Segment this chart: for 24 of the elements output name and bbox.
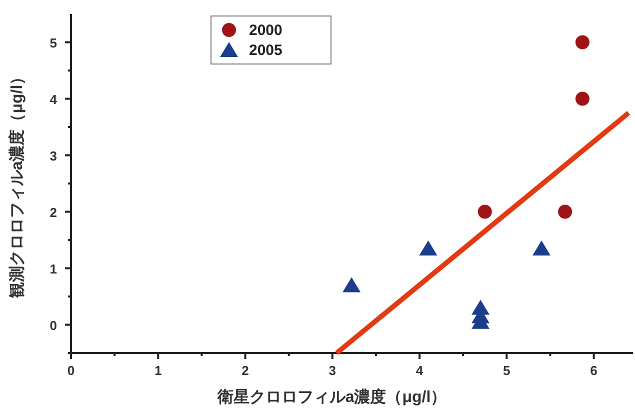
- point: [575, 35, 590, 50]
- y-tick-label: 2: [50, 204, 57, 220]
- point: [478, 204, 492, 219]
- y-tick-label: 1: [50, 261, 57, 276]
- point: [342, 277, 361, 292]
- y-tick-label: 4: [50, 92, 58, 107]
- y-axis-title: 観測クロロフィルa濃度（μg/l）: [7, 68, 26, 300]
- x-tick-label: 4: [416, 363, 424, 378]
- x-tick-label: 5: [503, 363, 510, 378]
- point: [532, 240, 551, 256]
- x-tick-label: 2: [242, 363, 249, 378]
- point: [558, 204, 572, 219]
- x-tick-label: 1: [154, 363, 162, 378]
- x-tick-label: 0: [67, 363, 75, 378]
- legend-label: 2005: [249, 42, 282, 59]
- y-tick-label: 0: [50, 318, 57, 333]
- x-tick-label: 3: [328, 363, 336, 378]
- y-tick-label: 5: [50, 35, 57, 50]
- point: [419, 240, 438, 256]
- x-tick-label: 6: [590, 363, 598, 378]
- legend-label: 2000: [249, 22, 282, 39]
- point: [575, 92, 590, 106]
- y-tick-label: 3: [50, 148, 57, 164]
- x-axis-title: 衛星クロロフィルa濃度（μg/l）: [216, 387, 447, 406]
